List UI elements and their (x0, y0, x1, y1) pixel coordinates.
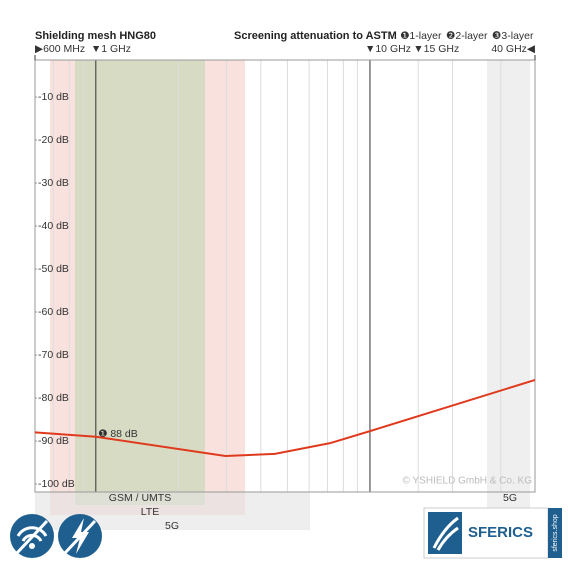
x-tick-label: ▼1 GHz (91, 43, 131, 55)
y-tick-label: -20 dB (38, 134, 69, 146)
logo-sub: sferics.shop (552, 514, 559, 551)
legend-entry: ❸3-layer (492, 30, 534, 42)
x-tick-label: ▼10 GHz (365, 43, 411, 55)
band-label: LTE (141, 506, 159, 518)
plot-frame (34, 59, 536, 493)
wifi-icon (10, 514, 54, 558)
data-line (34, 378, 536, 458)
y-tick-label: -40 dB (38, 220, 69, 232)
chart-title: Shielding mesh HNG80 (35, 30, 156, 42)
y-tick-label: -70 dB (38, 349, 69, 361)
power-icon (58, 514, 102, 558)
x-tick-label: ▶600 MHz (35, 43, 85, 55)
x-tick-label: 40 GHz◀ (491, 43, 536, 55)
y-tick-label: -80 dB (38, 392, 69, 404)
copyright: © YSHIELD GmbH & Co. KG (403, 476, 533, 487)
annotation: ❶ 88 dB (98, 428, 138, 440)
chart-subtitle: Screening attenuation to ASTM (234, 30, 397, 42)
logo-text: SFERICS (468, 524, 533, 541)
band-label: 5G (165, 520, 179, 532)
y-tick-label: -90 dB (38, 435, 69, 447)
band-label: GSM / UMTS (109, 492, 171, 504)
y-tick-label: -10 dB (38, 91, 69, 103)
band-label: 5G (503, 492, 517, 504)
y-tick-label: -50 dB (38, 263, 69, 275)
legend-entry: ❷2-layer (446, 30, 488, 42)
y-tick-label: -30 dB (38, 177, 69, 189)
logo: SFERICS sferics.shop (423, 507, 562, 559)
x-tick-label: ▼15 GHz (413, 43, 459, 55)
y-tick-label: -100 dB (38, 478, 75, 490)
y-tick-label: -60 dB (38, 306, 69, 318)
band-shade (487, 60, 530, 510)
band-shade (75, 60, 205, 505)
legend-entry: ❶1-layer (400, 30, 442, 42)
